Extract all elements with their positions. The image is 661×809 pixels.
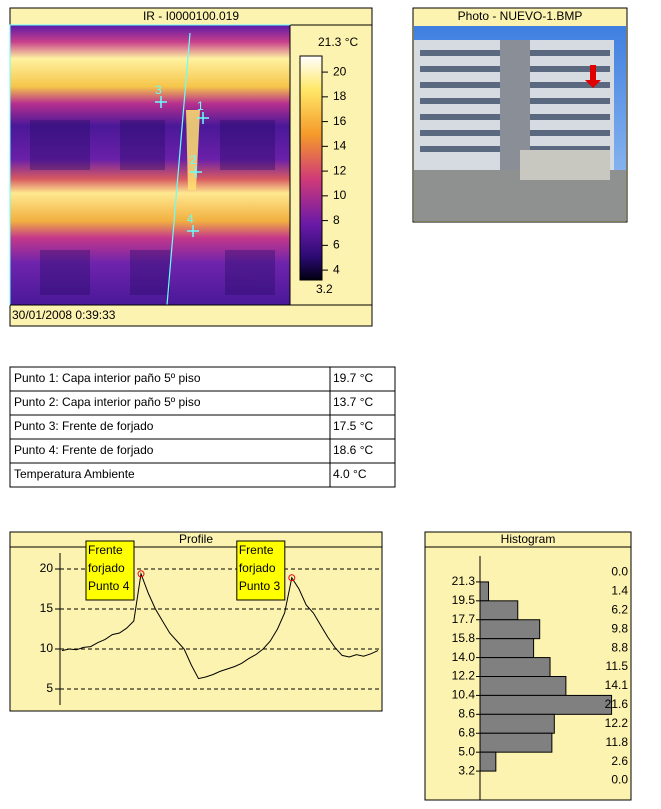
value-label: 9.8 — [611, 621, 628, 635]
scale-min: 3.2 — [316, 282, 333, 296]
scale-tick-label: 8 — [333, 213, 340, 227]
y-tick-label: 5.0 — [458, 744, 475, 758]
y-tick-label: 15.8 — [452, 631, 476, 645]
table-cell — [9, 462, 331, 488]
bar — [479, 581, 490, 602]
value-label: 6.2 — [611, 602, 628, 616]
cell-text: 18.6 °C — [333, 443, 373, 457]
annotation-text: forjado — [88, 561, 125, 575]
value-label: 14.1 — [605, 678, 629, 692]
bar — [479, 619, 541, 640]
point-marker — [190, 166, 202, 178]
point-label: 4 — [187, 212, 194, 226]
histogram-title: Histogram — [501, 532, 556, 546]
table-cell — [329, 462, 396, 488]
value-label: 0.0 — [611, 565, 628, 579]
ir-windows — [30, 120, 275, 295]
scale-tick-label: 20 — [333, 64, 347, 78]
point-label: 2 — [190, 153, 197, 167]
cell-text: Temperatura Ambiente — [14, 467, 135, 481]
cell-text: 13.7 °C — [333, 395, 373, 409]
point-label: 1 — [197, 99, 204, 113]
value-label: 1.4 — [611, 584, 628, 598]
photo-image — [414, 26, 626, 221]
cell-text: Punto 2: Capa interior paño 5º piso — [14, 395, 201, 409]
y-tick-label: 6.8 — [458, 725, 475, 739]
y-tick-label: 10 — [40, 641, 54, 655]
bar — [479, 694, 613, 715]
color-bar — [299, 55, 323, 281]
value-label: 21.6 — [605, 697, 629, 711]
cell-text: Punto 1: Capa interior paño 5º piso — [14, 371, 201, 385]
profile-curve — [61, 571, 379, 680]
ir-date: 30/01/2008 0:39:33 — [12, 308, 116, 322]
y-tick-label: 10.4 — [452, 688, 476, 702]
cell-text: 17.5 °C — [333, 419, 373, 433]
scale-tick-label: 4 — [333, 262, 340, 276]
y-tick-label: 5 — [46, 681, 53, 695]
scale-tick-label: 12 — [333, 163, 347, 177]
cell-text: Punto 3: Frente de forjado — [14, 419, 154, 433]
point-label: 3 — [155, 83, 162, 97]
value-label: 2.6 — [611, 754, 628, 768]
annotation-box — [85, 540, 135, 601]
table-cell — [9, 366, 331, 392]
bar — [479, 657, 551, 677]
value-label: 11.5 — [606, 659, 629, 673]
value-label: 12.2 — [605, 716, 629, 730]
scale-max: 21.3 °C — [318, 35, 358, 49]
scale-tick-label: 6 — [333, 238, 340, 252]
ir-image — [10, 25, 290, 305]
profile-panel — [9, 531, 383, 712]
annotation-text: Punto 4 — [88, 579, 130, 593]
y-tick-label: 8.6 — [458, 707, 475, 721]
bar — [479, 732, 553, 753]
y-tick-label: 14.0 — [452, 650, 476, 664]
scale-tick-label: 14 — [333, 139, 347, 153]
y-tick-label: 19.5 — [452, 593, 476, 607]
point-marker — [187, 225, 199, 237]
cell-text: Punto 4: Frente de forjado — [14, 443, 154, 457]
scale-tick-label: 10 — [333, 188, 347, 202]
value-label: 8.8 — [611, 640, 628, 654]
bar — [479, 751, 497, 772]
bar — [479, 600, 519, 621]
cell-text: 4.0 °C — [333, 467, 367, 481]
scale-tick-label: 18 — [333, 89, 347, 103]
cell-text: 19.7 °C — [333, 371, 373, 385]
bar — [479, 713, 555, 734]
point-marker — [155, 96, 167, 108]
bar — [479, 638, 535, 659]
value-label: 11.8 — [606, 735, 629, 749]
y-tick-label: 20 — [40, 561, 54, 575]
y-tick-label: 17.7 — [452, 612, 476, 626]
table: Punto 1: Capa interior paño 5º piso 19.7 … — [9, 366, 396, 488]
scale-tick-label: 16 — [333, 114, 347, 128]
y-tick-label: 21.3 — [452, 574, 476, 588]
annotation-box — [236, 540, 286, 601]
annotation-text: Frente — [239, 543, 274, 557]
bar — [479, 676, 567, 696]
ir-title: IR - I0000100.019 — [143, 9, 239, 23]
annotation-text: forjado — [239, 561, 276, 575]
y-tick-label: 12.2 — [452, 669, 476, 683]
table-cell — [9, 438, 331, 464]
y-tick-label: 15 — [40, 601, 54, 615]
peak-marker — [288, 574, 296, 582]
point-marker — [197, 112, 209, 124]
photo-title: Photo - NUEVO-1.BMP — [458, 9, 583, 23]
profile-title: Profile — [179, 532, 213, 546]
table-cell — [329, 438, 396, 464]
profile-line — [166, 32, 191, 306]
peak-marker — [137, 570, 145, 578]
value-label: 0.0 — [611, 773, 628, 787]
y-tick-label: 3.2 — [458, 763, 475, 777]
annotation-text: Punto 3 — [239, 579, 281, 593]
annotation-text: Frente — [88, 543, 123, 557]
